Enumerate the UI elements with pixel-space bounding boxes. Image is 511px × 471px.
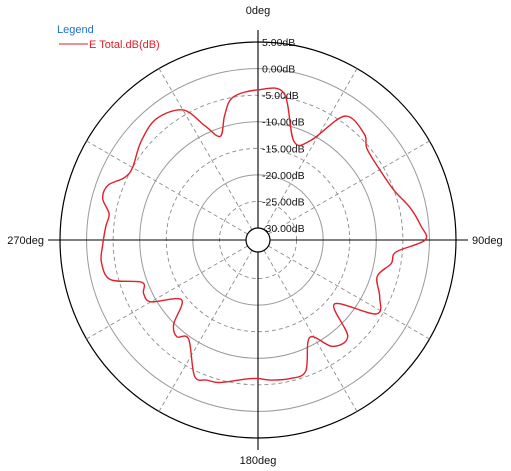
radial-tick-label: -20.00dB xyxy=(262,170,305,182)
legend: Legend E Total.dB(dB) xyxy=(57,24,160,51)
radial-tick-label: -15.00dB xyxy=(262,143,305,155)
grid-spoke xyxy=(158,68,253,230)
grid-spoke xyxy=(158,250,253,412)
angle-label-180: 180deg xyxy=(240,455,277,467)
legend-entry-label: E Total.dB(dB) xyxy=(89,39,160,51)
angle-label-90: 90deg xyxy=(472,235,503,247)
radial-tick-label: -10.00dB xyxy=(262,117,305,129)
radial-tick-label: 5.00dB xyxy=(262,37,295,49)
grid-spoke xyxy=(263,68,358,230)
series-layer xyxy=(100,87,428,384)
radial-tick-label: -25.00dB xyxy=(262,196,305,208)
radial-tick-label: -5.00dB xyxy=(262,90,299,102)
center-hole xyxy=(245,227,271,253)
series-line-e-total xyxy=(100,87,428,384)
grid-spoke xyxy=(86,245,248,340)
grid-spoke xyxy=(263,250,358,412)
grid-spoke xyxy=(268,245,430,340)
grid-spoke xyxy=(86,140,248,235)
radial-tick-label: -30.00dB xyxy=(262,223,305,235)
angle-label-0: 0deg xyxy=(246,5,270,17)
radial-tick-label: 0.00dB xyxy=(262,64,295,76)
angle-tick-labels: 0deg 90deg 180deg 270deg xyxy=(7,5,502,467)
radial-tick-labels: 5.00dB 0.00dB -5.00dB -10.00dB -15.00dB -20.0… xyxy=(262,37,305,235)
angle-label-270: 270deg xyxy=(7,235,44,247)
legend-title: Legend xyxy=(57,24,94,36)
polar-grid xyxy=(48,30,468,450)
grid-spoke xyxy=(268,140,430,235)
